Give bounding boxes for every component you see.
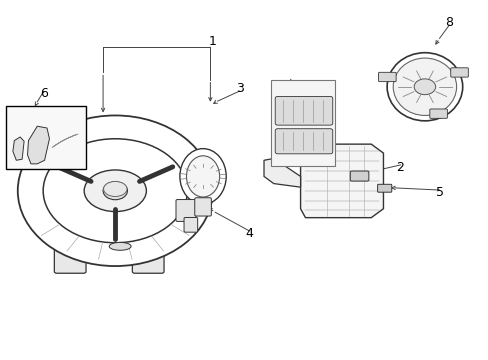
Text: 8: 8 xyxy=(445,16,452,29)
Text: 1: 1 xyxy=(208,35,216,49)
FancyBboxPatch shape xyxy=(54,244,86,273)
Circle shape xyxy=(413,79,435,95)
Ellipse shape xyxy=(103,181,127,197)
FancyBboxPatch shape xyxy=(194,198,211,216)
Circle shape xyxy=(103,182,127,200)
Bar xyxy=(271,80,334,166)
Text: 5: 5 xyxy=(435,186,443,199)
Polygon shape xyxy=(288,123,317,144)
Ellipse shape xyxy=(109,242,131,250)
Polygon shape xyxy=(27,126,49,164)
FancyBboxPatch shape xyxy=(275,96,332,125)
Ellipse shape xyxy=(186,156,219,197)
Polygon shape xyxy=(264,158,300,187)
Text: 4: 4 xyxy=(245,227,253,240)
FancyBboxPatch shape xyxy=(378,72,395,82)
FancyBboxPatch shape xyxy=(377,184,391,192)
FancyBboxPatch shape xyxy=(132,244,163,273)
FancyBboxPatch shape xyxy=(275,129,332,154)
Polygon shape xyxy=(13,137,24,160)
Ellipse shape xyxy=(386,53,462,121)
Ellipse shape xyxy=(84,170,146,212)
FancyBboxPatch shape xyxy=(450,68,468,77)
FancyBboxPatch shape xyxy=(429,109,447,118)
Ellipse shape xyxy=(18,116,212,266)
Text: 6: 6 xyxy=(40,87,47,100)
FancyBboxPatch shape xyxy=(183,217,197,232)
FancyBboxPatch shape xyxy=(176,199,196,221)
FancyBboxPatch shape xyxy=(349,171,368,181)
Polygon shape xyxy=(300,144,383,218)
Ellipse shape xyxy=(392,58,456,116)
Text: 2: 2 xyxy=(396,161,404,174)
Ellipse shape xyxy=(180,149,226,204)
Bar xyxy=(5,107,86,169)
Text: 7: 7 xyxy=(277,84,285,97)
Text: 3: 3 xyxy=(235,82,243,95)
Ellipse shape xyxy=(43,139,187,243)
